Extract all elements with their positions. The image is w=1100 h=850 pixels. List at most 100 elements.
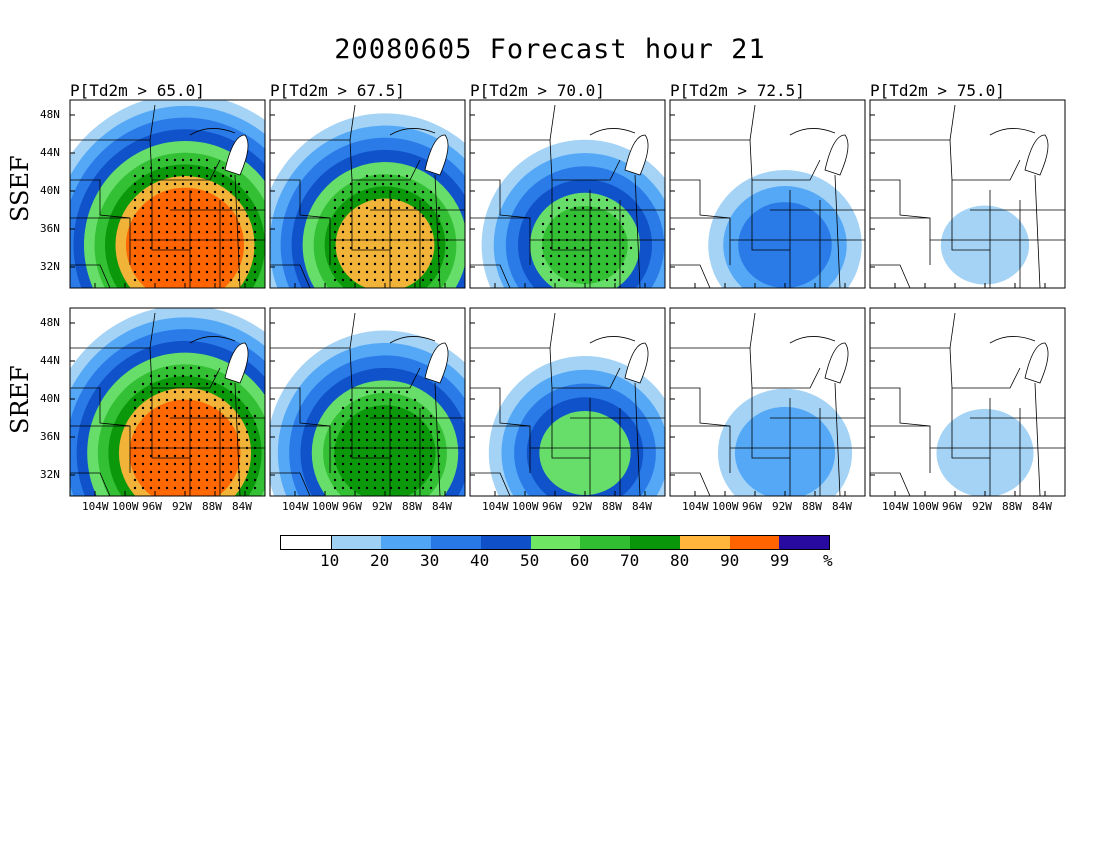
- lon-tick-96w: 96W: [742, 500, 762, 513]
- column-header-72-5: P[Td2m > 72.5]: [670, 81, 805, 100]
- probability-band-70: [334, 405, 436, 496]
- map-frame: [669, 307, 866, 497]
- state-boundary: [351, 180, 390, 251]
- state-boundary: [434, 382, 441, 496]
- lon-tick-96w: 96W: [542, 500, 562, 513]
- state-boundary: [551, 388, 590, 459]
- map-frame: [469, 307, 666, 497]
- lon-tick-100w: 100W: [512, 500, 539, 513]
- lon-tick-92w: 92W: [972, 500, 992, 513]
- lake-superior: [589, 336, 636, 344]
- column-header-75: P[Td2m > 75.0]: [870, 81, 1005, 100]
- state-boundary: [470, 217, 531, 265]
- colorbar-label-60: 60: [570, 551, 590, 570]
- state-boundary: [951, 180, 990, 251]
- lat-tick-40n: 40N: [40, 184, 60, 197]
- lake-superior: [789, 336, 836, 344]
- lon-tick-104w: 104W: [282, 500, 309, 513]
- lon-tick-84w: 84W: [232, 500, 252, 513]
- probability-band-20: [734, 406, 836, 496]
- lon-tick-104w: 104W: [682, 500, 709, 513]
- map-frame: [69, 307, 266, 497]
- colorbar-label-30: 30: [420, 551, 440, 570]
- probability-band-99: [135, 198, 235, 288]
- map-frame: [869, 99, 1066, 289]
- lon-tick-100w: 100W: [312, 500, 339, 513]
- map-frame: [269, 307, 466, 497]
- colorbar-swatch-4: [480, 536, 531, 549]
- lake-superior: [589, 128, 636, 136]
- stipple-dots: [333, 390, 441, 490]
- state-boundary: [151, 180, 190, 251]
- lake-michigan: [824, 134, 849, 176]
- map-frame: [869, 307, 1066, 497]
- state-boundary: [70, 425, 131, 473]
- state-boundary: [270, 425, 331, 473]
- state-boundary: [70, 387, 131, 427]
- map-frame: [69, 99, 266, 289]
- state-boundary: [70, 472, 111, 496]
- colorbar-swatch-8: [679, 536, 730, 549]
- map-panel-ssef-1: [269, 99, 466, 289]
- lon-tick-96w: 96W: [342, 500, 362, 513]
- colorbar-label-20: 20: [370, 551, 390, 570]
- colorbar: [280, 535, 830, 550]
- map-frame: [269, 99, 466, 289]
- column-header-65: P[Td2m > 65.0]: [70, 81, 205, 100]
- colorbar-swatch-5: [530, 536, 581, 549]
- state-boundary: [470, 179, 531, 219]
- colorbar-swatch-0: [281, 536, 332, 549]
- lake-superior: [789, 128, 836, 136]
- state-boundary: [670, 217, 731, 265]
- lon-tick-84w: 84W: [432, 500, 452, 513]
- lon-tick-92w: 92W: [372, 500, 392, 513]
- probability-band-30: [738, 202, 832, 288]
- lon-tick-104w: 104W: [82, 500, 109, 513]
- state-boundary: [670, 425, 731, 473]
- state-boundary: [634, 174, 641, 288]
- state-boundary: [470, 387, 531, 427]
- state-boundary: [949, 139, 1021, 181]
- lon-tick-96w: 96W: [942, 500, 962, 513]
- lon-tick-84w: 84W: [632, 500, 652, 513]
- state-boundary: [549, 139, 621, 181]
- colorbar-swatch-6: [580, 536, 631, 549]
- column-header-70: P[Td2m > 70.0]: [470, 81, 605, 100]
- stipple-dots: [133, 158, 257, 282]
- state-boundary: [470, 264, 511, 288]
- lat-tick-48n: 48N: [40, 316, 60, 329]
- map-panel-sref-1: [269, 307, 466, 497]
- state-boundary: [751, 180, 790, 251]
- lon-tick-100w: 100W: [712, 500, 739, 513]
- state-boundary: [151, 388, 190, 459]
- state-boundary: [349, 347, 421, 389]
- stipple-dots: [333, 174, 449, 282]
- lake-superior: [189, 128, 236, 136]
- map-panel-ssef-0: [69, 99, 266, 289]
- state-boundary: [234, 174, 241, 288]
- state-boundary: [149, 139, 221, 181]
- state-boundary: [751, 388, 790, 459]
- state-boundary: [870, 472, 911, 496]
- lon-tick-88w: 88W: [602, 500, 622, 513]
- state-boundary: [270, 179, 331, 219]
- map-panel-ssef-3: [669, 99, 866, 289]
- lake-superior: [989, 336, 1036, 344]
- state-boundary: [270, 217, 331, 265]
- lake-michigan: [424, 342, 449, 384]
- colorbar-swatch-7: [630, 536, 680, 549]
- probability-band-10: [936, 408, 1034, 496]
- state-boundary: [749, 347, 821, 389]
- lon-tick-92w: 92W: [172, 500, 192, 513]
- state-boundary: [470, 472, 511, 496]
- map-panel-sref-4: [869, 307, 1066, 497]
- state-boundary: [670, 264, 711, 288]
- colorbar-label-40: 40: [470, 551, 490, 570]
- lat-tick-36n: 36N: [40, 430, 60, 443]
- state-boundary: [834, 174, 841, 288]
- map-panel-ssef-4: [869, 99, 1066, 289]
- lon-tick-92w: 92W: [772, 500, 792, 513]
- lon-tick-88w: 88W: [802, 500, 822, 513]
- state-boundary: [670, 387, 731, 427]
- map-panel-sref-2: [469, 307, 666, 497]
